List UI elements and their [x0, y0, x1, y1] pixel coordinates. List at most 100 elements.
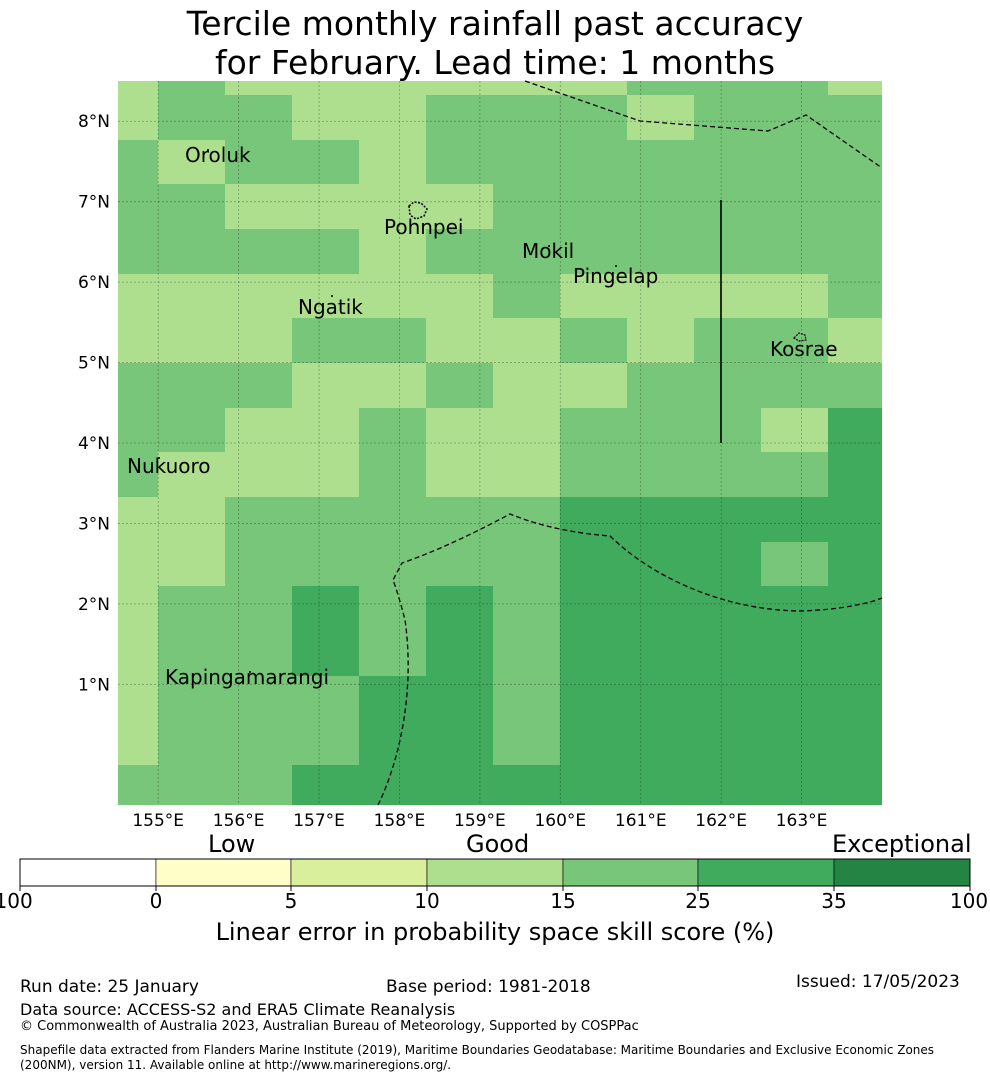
- skill-cell: [493, 140, 560, 184]
- skill-cell: [828, 184, 882, 229]
- skill-cell: [627, 720, 694, 765]
- island-label: Pohnpei: [384, 215, 464, 239]
- skill-cell: [493, 408, 560, 452]
- island-marker: [615, 265, 617, 267]
- skill-cell: [292, 184, 359, 229]
- eez-boundaries: [377, 80, 883, 806]
- skill-cell: [158, 497, 225, 542]
- skill-cell: [118, 408, 158, 452]
- skill-cell: [426, 140, 493, 184]
- skill-cell: [493, 720, 560, 765]
- skill-cell: [493, 274, 560, 318]
- skill-cell: [225, 140, 292, 184]
- skill-cell: [828, 542, 882, 586]
- skill-cell: [560, 363, 627, 408]
- longitude-tick-label: 156°E: [213, 811, 265, 831]
- skill-cell: [627, 586, 694, 631]
- skill-cell: [761, 363, 828, 408]
- skill-cell: [761, 497, 828, 542]
- skill-cell: [118, 497, 158, 542]
- skill-cell: [828, 95, 882, 140]
- skill-cell: [426, 229, 493, 274]
- latitude-tick-label: 3°N: [78, 514, 110, 534]
- skill-cell: [560, 140, 627, 184]
- skill-cell: [158, 140, 225, 184]
- skill-cell: [694, 631, 761, 676]
- latitude-tick-label: 8°N: [78, 112, 110, 132]
- skill-cell: [359, 81, 426, 95]
- skill-cell: [158, 184, 225, 229]
- longitude-tick-label: 163°E: [776, 811, 828, 831]
- skill-cell: [761, 81, 828, 95]
- colorbar-segment: [290, 858, 428, 887]
- skill-cell: [694, 95, 761, 140]
- island-marker: [158, 457, 160, 459]
- latitude-tick-label: 6°N: [78, 273, 110, 293]
- skill-cell: [493, 229, 560, 274]
- skill-cell: [828, 452, 882, 497]
- skill-cell: [359, 274, 426, 318]
- skill-cell: [292, 408, 359, 452]
- skill-cell: [158, 274, 225, 318]
- skill-cell: [225, 274, 292, 318]
- latitude-tick-label: 7°N: [78, 193, 110, 213]
- skill-cell: [493, 452, 560, 497]
- skill-cell: [118, 452, 158, 497]
- skill-cell: [493, 586, 560, 631]
- skill-cell: [359, 676, 426, 720]
- eez-boundary-north: [524, 80, 883, 169]
- skill-cell: [225, 676, 292, 720]
- colorbar-tick: 0: [149, 889, 163, 913]
- skill-cell: [493, 363, 560, 408]
- skill-cell: [761, 229, 828, 274]
- skill-cell: [225, 81, 292, 95]
- skill-cell: [694, 586, 761, 631]
- skill-cell: [292, 318, 359, 363]
- skill-cell: [158, 676, 225, 720]
- skill-cell: [627, 676, 694, 720]
- colorbar-tick: 15: [550, 889, 576, 913]
- skill-cell: [493, 95, 560, 140]
- skill-cell: [828, 497, 882, 542]
- skill-cell: [359, 363, 426, 408]
- skill-cell: [359, 452, 426, 497]
- skill-cell: [426, 720, 493, 765]
- skill-cell: [828, 274, 882, 318]
- skill-cell: [225, 586, 292, 631]
- skill-cell: [359, 408, 426, 452]
- skill-cell: [158, 765, 225, 805]
- skill-cell: [627, 140, 694, 184]
- skill-cell: [292, 586, 359, 631]
- skill-cell: [761, 274, 828, 318]
- longitude-tick-label: 159°E: [454, 811, 506, 831]
- skill-cell: [493, 81, 560, 95]
- skill-cell: [118, 720, 158, 765]
- island-marker: [207, 149, 209, 151]
- skill-cell: [560, 497, 627, 542]
- skill-cell: [158, 318, 225, 363]
- colorbar-tick: 35: [821, 889, 847, 913]
- skill-cell: [118, 318, 158, 363]
- skill-cell: [694, 765, 761, 805]
- skill-cell: [359, 318, 426, 363]
- island-outline: [793, 332, 807, 342]
- skill-cell: [292, 229, 359, 274]
- skill-cell: [627, 184, 694, 229]
- skill-cell: [426, 363, 493, 408]
- copyright: © Commonwealth of Australia 2023, Austra…: [20, 1019, 639, 1034]
- longitude-tick-label: 160°E: [534, 811, 586, 831]
- skill-cell: [359, 542, 426, 586]
- skill-cell: [761, 408, 828, 452]
- skill-cell: [828, 140, 882, 184]
- colorbar-segment: [833, 858, 971, 887]
- skill-cell: [761, 140, 828, 184]
- island-label: Oroluk: [185, 143, 251, 167]
- skill-cell: [292, 765, 359, 805]
- skill-cell: [426, 497, 493, 542]
- skill-cell: [225, 408, 292, 452]
- skill-cell: [426, 81, 493, 95]
- skill-cell: [118, 81, 158, 95]
- skill-cell: [292, 452, 359, 497]
- skill-cell: [694, 720, 761, 765]
